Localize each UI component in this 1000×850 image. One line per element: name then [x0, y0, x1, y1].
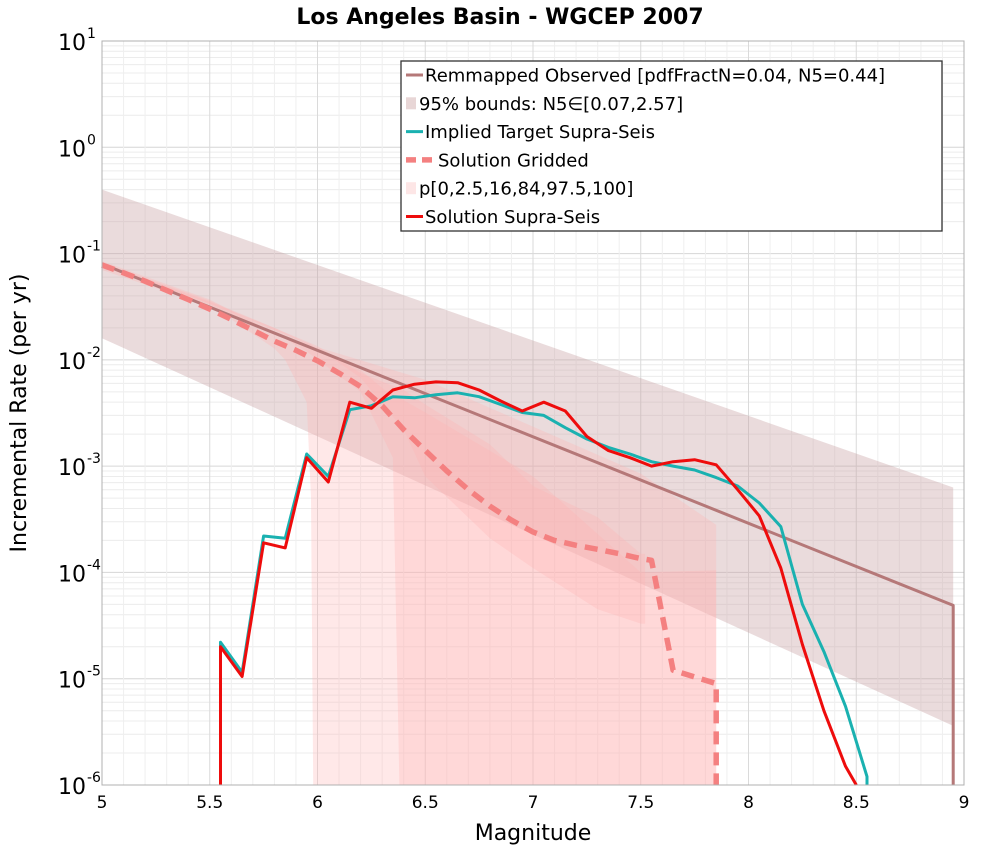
x-tick-label: 6 — [312, 793, 323, 813]
y-tick-label: 10 — [58, 775, 86, 800]
x-tick-label: 8 — [743, 793, 754, 813]
y-tick-label: 10 — [58, 350, 86, 375]
legend-label: p[0,2.5,16,84,97.5,100] — [419, 179, 633, 200]
x-tick-label: 5 — [97, 793, 108, 813]
y-tick-exponent: 0 — [87, 132, 96, 148]
y-tick-exponent: -3 — [87, 451, 101, 467]
remmapped-observed-line — [101, 262, 955, 785]
legend-item-5: Solution Supra-Seis — [406, 207, 600, 228]
y-tick-label: 10 — [58, 456, 86, 481]
percentile-band-2 — [102, 263, 646, 624]
plot-frame — [101, 40, 965, 786]
legend: Remmapped Observed [pdfFractN=0.04, N5=0… — [400, 60, 943, 232]
x-tick-label: 6.5 — [412, 793, 439, 813]
legend-label: 95% bounds: N5∈[0.07,2.57] — [419, 94, 683, 115]
lines-layer — [101, 262, 955, 786]
y-tick-exponent: -6 — [87, 770, 101, 786]
legend-swatch-band — [406, 182, 416, 195]
ticks-layer: 5 5.5 6 6.5 7 7.5 8 8.5 910 110 010 -110 -210 -310 -41… — [58, 26, 969, 813]
legend-label: Solution Gridded — [438, 150, 589, 171]
y-axis-label: Incremental Rate (per yr) — [7, 274, 32, 553]
x-tick-label: 7.5 — [627, 793, 654, 813]
y-tick-label: 10 — [58, 31, 86, 56]
legend-item-2: Implied Target Supra-Seis — [406, 122, 655, 143]
y-tick-label: 10 — [58, 244, 86, 269]
percentile-band-1 — [102, 262, 717, 785]
legend-box — [400, 60, 943, 232]
y-tick-label: 10 — [58, 137, 86, 162]
bands-layer — [102, 189, 954, 786]
x-tick-label: 7 — [528, 793, 539, 813]
x-tick-label: 8.5 — [843, 793, 870, 813]
y-tick-exponent: -4 — [87, 557, 101, 573]
legend-label: Solution Supra-Seis — [425, 207, 600, 228]
legend-swatch-band — [406, 97, 416, 110]
x-tick-label: 9 — [959, 793, 970, 813]
legend-label: Remmapped Observed [pdfFractN=0.04, N5=0… — [425, 66, 885, 87]
y-tick-label: 10 — [58, 562, 86, 587]
y-tick-label: 10 — [58, 669, 86, 694]
legend-label: Implied Target Supra-Seis — [425, 122, 655, 143]
x-tick-label: 5.5 — [196, 793, 223, 813]
y-tick-exponent: -1 — [87, 239, 101, 255]
legend-item-0: Remmapped Observed [pdfFractN=0.04, N5=0… — [406, 66, 885, 87]
implied-target-supra-seis-line — [219, 391, 869, 785]
y-tick-exponent: -2 — [87, 345, 101, 361]
y-tick-exponent: 1 — [87, 26, 96, 42]
observed-95-bounds-band — [102, 189, 954, 726]
x-axis-label: Magnitude — [475, 821, 592, 846]
legend-item-3: Solution Gridded — [406, 150, 589, 171]
legend-item-4: p[0,2.5,16,84,97.5,100] — [406, 179, 633, 200]
chart-title: Los Angeles Basin - WGCEP 2007 — [296, 5, 703, 30]
legend-item-1: 95% bounds: N5∈[0.07,2.57] — [406, 94, 683, 115]
solution-supra-seis-line — [219, 380, 858, 786]
solution-gridded-line — [101, 262, 719, 785]
y-tick-exponent: -5 — [87, 664, 101, 680]
percentile-band-0 — [102, 261, 717, 786]
